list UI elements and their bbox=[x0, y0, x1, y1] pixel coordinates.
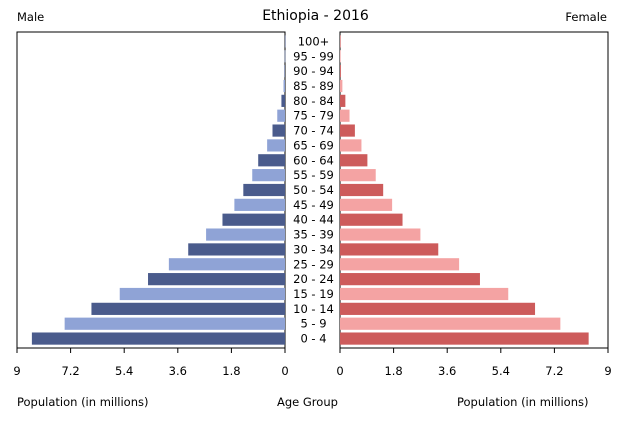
female-bar bbox=[340, 258, 460, 271]
female-bar bbox=[340, 228, 421, 241]
age-group-tick-label: 60 - 64 bbox=[293, 153, 334, 167]
female-bar bbox=[340, 124, 355, 137]
male-bar bbox=[272, 124, 285, 137]
male-bar bbox=[284, 50, 286, 63]
age-group-label: Age Group bbox=[277, 395, 338, 409]
female-axis-label: Population (in millions) bbox=[457, 395, 589, 409]
male-bar bbox=[252, 169, 285, 182]
male-bar bbox=[119, 287, 285, 301]
male-bar bbox=[243, 183, 285, 197]
male-bar bbox=[188, 243, 285, 256]
female-bar bbox=[340, 109, 350, 122]
male-bar bbox=[267, 139, 285, 152]
female-bar bbox=[340, 94, 346, 107]
male-bar bbox=[206, 228, 285, 241]
age-group-tick-label: 65 - 69 bbox=[293, 138, 334, 152]
age-group-tick-label: 85 - 89 bbox=[293, 79, 334, 93]
male-x-tick-label: 0 bbox=[281, 364, 288, 378]
age-group-tick-label: 5 - 9 bbox=[300, 317, 326, 331]
female-bar bbox=[340, 332, 589, 345]
female-label: Female bbox=[565, 10, 607, 24]
male-bar bbox=[222, 213, 285, 226]
male-x-tick-label: 5.4 bbox=[115, 364, 133, 378]
age-group-tick-label: 90 - 94 bbox=[293, 64, 334, 78]
male-axis-label: Population (in millions) bbox=[17, 395, 149, 409]
male-label: Male bbox=[17, 10, 45, 24]
female-bar bbox=[340, 79, 343, 93]
male-x-tick-label: 7.2 bbox=[61, 364, 79, 378]
age-group-tick-label: 70 - 74 bbox=[293, 124, 334, 138]
age-group-tick-label: 40 - 44 bbox=[293, 213, 334, 227]
male-bar bbox=[283, 79, 285, 93]
age-group-tick-label: 95 - 99 bbox=[293, 49, 334, 63]
male-bar bbox=[148, 273, 285, 286]
age-group-tick-label: 55 - 59 bbox=[293, 168, 334, 182]
male-bar bbox=[31, 332, 286, 345]
female-bar bbox=[340, 243, 439, 256]
male-bar bbox=[168, 258, 285, 271]
female-bar bbox=[340, 169, 376, 182]
male-bar bbox=[277, 109, 285, 122]
female-bar bbox=[340, 213, 403, 226]
male-x-tick-label: 3.6 bbox=[169, 364, 187, 378]
male-bar bbox=[234, 198, 285, 211]
female-bar bbox=[340, 50, 341, 63]
male-bar bbox=[91, 302, 285, 315]
age-group-tick-label: 15 - 19 bbox=[293, 287, 334, 301]
age-group-tick-label: 0 - 4 bbox=[300, 332, 326, 346]
female-x-tick-label: 7.2 bbox=[545, 364, 563, 378]
female-bar bbox=[340, 302, 536, 315]
age-group-tick-label: 20 - 24 bbox=[293, 272, 334, 286]
female-x-tick-label: 0 bbox=[336, 364, 343, 378]
age-group-tick-label: 10 - 14 bbox=[293, 302, 334, 316]
male-x-tick-label: 1.8 bbox=[222, 364, 240, 378]
age-group-tick-label: 80 - 84 bbox=[293, 94, 334, 108]
male-x-tick-label: 9 bbox=[13, 364, 20, 378]
male-bar bbox=[281, 94, 285, 107]
male-bar bbox=[64, 317, 286, 330]
age-group-tick-label: 100+ bbox=[298, 34, 330, 48]
female-bar bbox=[340, 273, 480, 286]
female-bar bbox=[340, 139, 362, 152]
male-bar bbox=[284, 35, 286, 48]
female-x-tick-label: 3.6 bbox=[438, 364, 456, 378]
chart-title: Ethiopia - 2016 bbox=[262, 8, 369, 24]
male-bar bbox=[284, 65, 286, 78]
female-bar bbox=[340, 317, 561, 330]
age-group-tick-label: 50 - 54 bbox=[293, 183, 334, 197]
age-group-tick-label: 30 - 34 bbox=[293, 242, 334, 256]
female-bar bbox=[340, 183, 384, 197]
female-bar bbox=[340, 35, 341, 48]
age-group-tick-label: 75 - 79 bbox=[293, 109, 334, 123]
female-x-tick-label: 5.4 bbox=[492, 364, 510, 378]
age-group-tick-label: 35 - 39 bbox=[293, 228, 334, 242]
age-group-tick-label: 25 - 29 bbox=[293, 257, 334, 271]
female-bar bbox=[340, 287, 509, 301]
female-bar bbox=[340, 154, 368, 167]
female-bar bbox=[340, 65, 341, 78]
female-x-tick-label: 9 bbox=[604, 364, 611, 378]
female-x-tick-label: 1.8 bbox=[384, 364, 402, 378]
female-bar bbox=[340, 198, 393, 211]
male-bar bbox=[258, 154, 285, 167]
age-group-tick-label: 45 - 49 bbox=[293, 198, 334, 212]
